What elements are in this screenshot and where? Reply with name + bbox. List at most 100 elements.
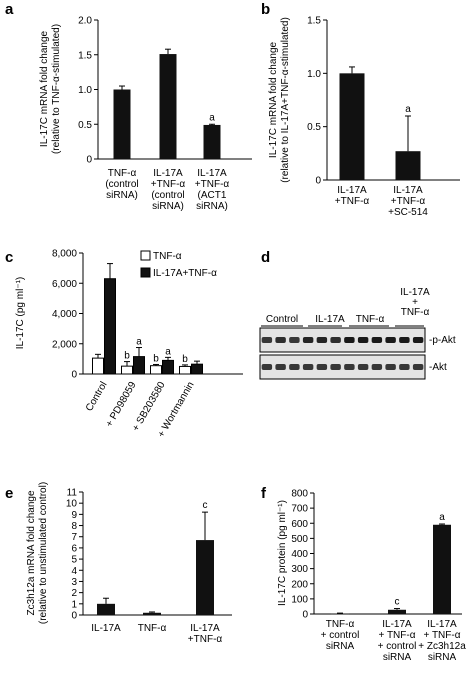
blot-band [371,364,383,370]
blot-band [275,364,286,370]
y-tick-label: 0.5 [78,120,92,131]
category-label-line: IL-17A [382,619,412,630]
bar [143,612,161,615]
blot-band [344,364,355,370]
blot-band [357,337,369,343]
blot-strip [259,327,426,353]
category-label-line: siRNA [383,652,412,663]
y-tick-label: 0 [86,155,92,166]
blot-band [316,337,328,343]
category-label-line: siRNA) [152,201,184,212]
y-axis-label-line: IL-17C mRNA fold change [39,30,50,147]
significance-letter: a [165,346,171,357]
category-label-line: +TNF-α [391,196,426,207]
y-tick-label: 5 [71,555,77,566]
significance-letter: c [395,597,400,608]
category-label-line: + control [321,630,360,641]
y-tick-label: 200 [291,579,308,590]
significance-letter: a [439,512,445,523]
category-label-line: IL-17A [427,619,457,630]
y-axis-label-line: (relative to IL-17A+TNF-α-stimulated) [280,17,291,183]
bar [433,524,451,614]
blot-band [275,337,286,343]
category-label-line: +TNF-α [151,179,186,190]
group-label-line: TNF-α [356,314,385,325]
y-tick-label: 1.0 [307,69,321,80]
y-tick-label: 0 [302,610,308,621]
y-tick-label: 1.5 [307,16,321,27]
y-axis-label-line: IL-17C mRNA fold change [268,41,279,158]
category-label-line: siRNA) [106,190,138,201]
y-tick-label: 0 [315,176,321,187]
y-tick-label: 4,000 [52,309,77,320]
category-label-line: IL-17A [197,168,227,179]
group-label-line: TNF-α [401,307,430,318]
y-tick-label: 0 [71,370,77,381]
category-label-line: (ACT1 [198,190,227,201]
panel-a: a 0 0.5 1.0 1.5 2.0 IL-17C mRNA fold change(re… [5,1,252,212]
significance-letter: c [203,500,208,511]
significance-letter: a [405,104,411,115]
category-label: IL-17A +TNF-α [188,623,223,645]
y-tick-label: 400 [291,549,308,560]
y-tick-label: 11 [67,488,78,499]
bar-tnf [121,365,133,375]
bar-tnf [150,365,162,375]
bar-tnf [92,357,104,375]
y-axis-label: IL-17C mRNA fold change(relative to IL-1… [268,17,291,183]
category-label-line: IL-17A [393,185,423,196]
legend-swatch-il17a-tnf [140,267,151,278]
panel-label-c: c [5,249,13,266]
y-tick-label: 500 [291,534,308,545]
category-label-line: +TNF-α [195,179,230,190]
blot-band [385,337,396,343]
bar [388,609,406,614]
y-tick-label: 10 [66,499,78,510]
y-tick-label: 0.5 [307,122,321,133]
category-label-line: IL-17A [91,623,121,634]
y-axis-label-line: (relative to unstimulated control) [38,482,49,624]
group-label: IL-17A [315,314,345,325]
panel-label-b: b [261,1,270,18]
panel-b: b 0 0.5 1.0 1.5 IL-17C mRNA fold change(relat… [261,1,460,218]
blot-band [385,364,396,370]
y-tick-label: 0 [71,611,77,622]
category-label-line: TNF-α [326,619,355,630]
category-label-line: IL-17A [337,185,367,196]
category-label-line: (control [151,190,184,201]
y-tick-label: 9 [71,510,77,521]
y-axis-label-line: IL-17C protein (pg ml⁻¹) [277,500,288,606]
panel-label-e: e [5,485,13,502]
y-tick-label: 2,000 [52,339,77,350]
category-label-line: +TNF-α [188,634,223,645]
y-axis-label: IL-17C (pg ml⁻¹) [15,277,26,350]
y-tick-label: 4 [71,566,77,577]
category-label: TNF-α + control siRNA [321,619,360,652]
group-label-line: + [412,297,418,308]
blot-band [330,337,341,343]
bar-il17a-tnf [104,278,116,375]
bar-il17a-tnf [191,363,203,375]
y-axis-label-line: (relative to TNF-α-stimulated) [51,24,62,154]
category-label-line: +TNF-α [335,196,370,207]
category-label-line: siRNA [326,641,355,652]
category-label: TNF-α [138,623,167,634]
category-label: TNF-α (control siRNA) [105,168,138,201]
blot-band [316,364,328,370]
category-label-line: IL-17A [190,623,220,634]
category-label: IL-17A + TNF-α + Zc3h12a siRNA [418,619,466,663]
category-label-line: siRNA) [196,201,228,212]
significance-letter: b [124,351,130,362]
legend-label-tnf: TNF-α [153,251,182,262]
blot-band [412,364,424,370]
significance-letter: a [209,112,215,123]
blot-band [302,364,314,370]
group-label-line: Control [266,314,298,325]
category-label-line: + TNF-α [379,630,416,641]
blot-band [302,337,314,343]
blot-band [371,337,383,343]
y-tick-label: 800 [291,489,308,500]
